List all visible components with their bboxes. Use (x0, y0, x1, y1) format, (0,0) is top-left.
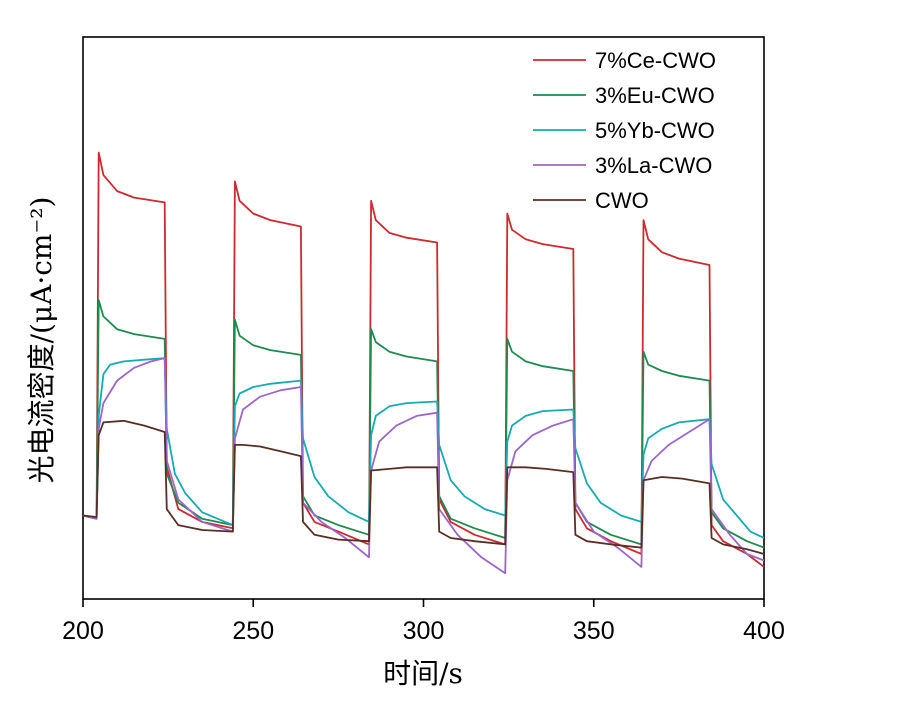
y-axis-title: 光电流密度/(μA·cm⁻²) (25, 197, 58, 484)
series-line-3-eu-cwo (82, 299, 765, 549)
x-tick-label: 300 (403, 617, 445, 645)
series-line-5-yb-cwo (82, 357, 765, 539)
legend: 7%Ce-CWO 3%Eu-CWO 5%Yb-CWO 3%La-CWO CWO (533, 48, 716, 213)
legend-label: 3%La-CWO (595, 153, 712, 178)
legend-label: 3%Eu-CWO (595, 83, 715, 108)
x-axis-title: 时间/s (383, 657, 463, 690)
x-tick-label: 200 (62, 617, 104, 645)
x-tick-label: 350 (573, 617, 615, 645)
x-axis-ticks: 200 250 300 350 400 (62, 599, 785, 645)
series-layer (82, 151, 765, 575)
x-tick-label: 400 (743, 617, 785, 645)
series-line-3-la-cwo (82, 357, 765, 575)
legend-label: CWO (595, 188, 649, 213)
x-tick-label: 250 (232, 617, 274, 645)
legend-label: 7%Ce-CWO (595, 48, 716, 73)
series-line-cwo (82, 419, 765, 555)
legend-label: 5%Yb-CWO (595, 118, 715, 143)
